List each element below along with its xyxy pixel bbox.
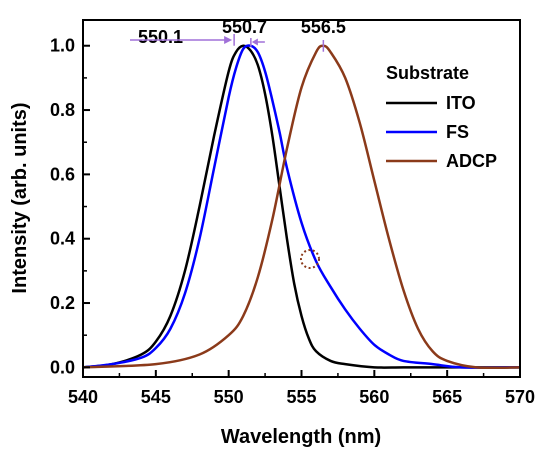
x-tick-label: 540 xyxy=(68,387,98,407)
peak-arrowhead-ito xyxy=(224,36,233,44)
peak-label-ito: 550.1 xyxy=(138,27,183,47)
y-tick-label: 0.8 xyxy=(50,100,75,120)
series-line-adcp xyxy=(82,44,521,370)
legend-title: Substrate xyxy=(386,63,469,83)
x-tick-label: 560 xyxy=(359,387,389,407)
peak-label-fs: 550.7 xyxy=(222,17,267,37)
x-axis-title: Wavelength (nm) xyxy=(221,426,381,448)
x-tick-label: 550 xyxy=(214,387,244,407)
series-line-ito xyxy=(82,44,520,369)
y-tick-label: 1.0 xyxy=(50,36,75,56)
legend: Substrate ITO FS ADCP xyxy=(386,63,497,171)
legend-label-ito: ITO xyxy=(446,93,476,113)
peak-annotations: 550.1 550.7 556.5 xyxy=(130,17,346,52)
legend-label-adcp: ADCP xyxy=(446,151,497,171)
dotted-circle-marker xyxy=(300,249,320,269)
y-axis-title: Intensity (arb. units) xyxy=(9,102,31,293)
x-axis-ticks: 540 545 550 555 560 565 570 xyxy=(68,370,535,407)
x-tick-label: 565 xyxy=(432,387,462,407)
y-tick-label: 0.0 xyxy=(50,357,75,377)
peak-label-adcp: 556.5 xyxy=(301,17,346,37)
x-tick-label: 570 xyxy=(505,387,535,407)
y-axis-ticks: 0.0 0.2 0.4 0.6 0.8 1.0 xyxy=(50,36,90,377)
peak-arrowhead-fs xyxy=(251,38,258,46)
y-tick-label: 0.4 xyxy=(50,229,75,249)
y-tick-label: 0.2 xyxy=(50,293,75,313)
legend-label-fs: FS xyxy=(446,122,469,142)
x-tick-label: 555 xyxy=(286,387,316,407)
x-tick-label: 545 xyxy=(141,387,171,407)
series-line-fs xyxy=(82,44,521,369)
series-layer xyxy=(82,44,521,370)
y-tick-label: 0.6 xyxy=(50,164,75,184)
